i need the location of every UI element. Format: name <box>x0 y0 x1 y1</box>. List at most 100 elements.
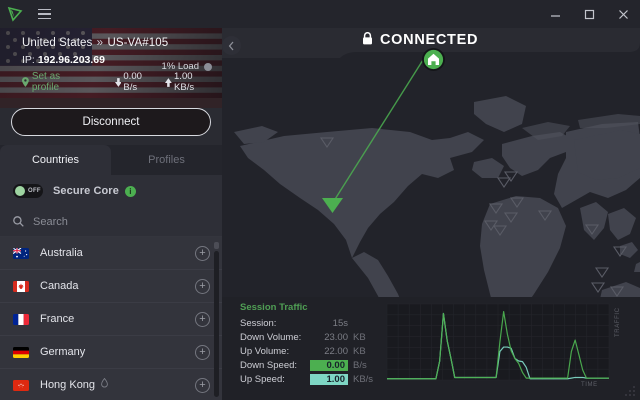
download-speed: 0.00 B/s <box>114 71 158 93</box>
traffic-row-unit: KB <box>353 331 366 343</box>
maximize-button[interactable] <box>572 0 606 28</box>
traffic-row-label: Up Speed: <box>240 373 285 385</box>
world-map-panel[interactable]: CONNECTED <box>222 28 640 400</box>
speed-indicators: 0.00 B/s 1.00 KB/s <box>114 71 214 93</box>
flag-hk <box>13 379 29 391</box>
add-to-profile-button[interactable]: + <box>195 311 210 327</box>
list-item[interactable]: France + <box>0 303 222 336</box>
chevron-left-icon <box>228 41 234 50</box>
flag-ca <box>13 280 29 292</box>
arrow-up-icon <box>165 77 173 87</box>
upload-speed-value: 1.00 KB/s <box>174 71 195 93</box>
ip-value: 192.96.203.69 <box>37 54 105 66</box>
list-item[interactable]: Germany + <box>0 336 222 369</box>
list-item[interactable]: Hong Kong + <box>0 369 222 400</box>
download-speed-value: 0.00 B/s <box>123 71 142 93</box>
list-item[interactable]: Canada + <box>0 270 222 303</box>
traffic-row: Up Speed: 1.00 KB/s <box>240 372 375 386</box>
server-load-indicator: 1% Load <box>161 61 212 72</box>
traffic-row-label: Down Speed: <box>240 359 298 371</box>
traffic-row: Down Speed: 0.00 B/s <box>240 358 375 372</box>
server-title: United States » US-VA#105 <box>22 37 214 49</box>
tab-profiles[interactable]: Profiles <box>148 154 185 166</box>
country-name: France <box>40 313 75 325</box>
add-to-profile-button[interactable]: + <box>195 344 210 360</box>
traffic-panel-title: Session Traffic <box>240 302 308 313</box>
tab-countries[interactable]: Countries <box>0 145 111 175</box>
flag-de <box>13 346 29 358</box>
info-icon[interactable]: i <box>124 185 136 197</box>
search-icon <box>13 216 24 227</box>
secure-core-label: Secure Core <box>53 185 119 197</box>
disconnect-area: Disconnect <box>0 98 222 145</box>
search-input[interactable] <box>33 215 183 228</box>
add-to-profile-button[interactable]: + <box>195 377 210 393</box>
traffic-row-value: 0.00 <box>310 359 348 371</box>
traffic-row: Down Volume: 23.00 KB <box>240 330 375 344</box>
traffic-row-unit: KB/s <box>353 373 374 385</box>
secure-core-toggle[interactable]: OFF <box>13 184 43 198</box>
connection-line <box>331 51 429 205</box>
scrollbar-cap <box>214 242 219 249</box>
traffic-stats-list: Session Traffic Session: 15s Down Volume… <box>240 302 375 386</box>
country-name: Canada <box>40 280 79 292</box>
flag-fr <box>13 313 29 325</box>
country-name: Australia <box>40 247 83 259</box>
traffic-row-value: 22.00 <box>324 345 348 357</box>
server-load-dot <box>204 62 212 71</box>
country-list[interactable]: Australia + Canada + France + <box>0 237 222 400</box>
country-name: Germany <box>40 346 86 358</box>
home-marker-icon[interactable] <box>421 47 446 75</box>
active-server-marker <box>322 198 343 213</box>
sidebar: United States » US-VA#105 IP: 192.96.203… <box>0 28 222 400</box>
map-top-overlay <box>222 28 640 58</box>
session-traffic-panel: Session Traffic Session: 15s Down Volume… <box>222 297 640 400</box>
minimize-button[interactable] <box>538 0 572 28</box>
disconnect-button[interactable]: Disconnect <box>11 108 211 136</box>
lock-icon <box>362 32 373 48</box>
collapse-sidebar-button[interactable] <box>222 36 241 55</box>
close-button[interactable] <box>606 0 640 28</box>
proton-vpn-logo-icon <box>0 0 30 28</box>
location-pin-icon <box>22 77 29 87</box>
toggle-knob <box>15 186 25 196</box>
traffic-row-label: Session: <box>240 317 277 329</box>
list-item[interactable]: Australia + <box>0 237 222 270</box>
chart-x-axis-label: TIME <box>581 382 598 388</box>
ip-label: IP: <box>22 54 35 66</box>
disconnect-area-backdrop <box>0 98 222 108</box>
add-to-profile-button[interactable]: + <box>195 245 210 261</box>
server-load-text: 1% Load <box>161 61 199 72</box>
traffic-row-unit: B/s <box>353 359 367 371</box>
connection-status-badge: CONNECTED <box>362 32 478 48</box>
traffic-row-label: Down Volume: <box>240 331 302 343</box>
server-name: US-VA#105 <box>107 37 169 49</box>
hamburger-menu-icon[interactable] <box>30 0 58 28</box>
traffic-row-label: Up Volume: <box>240 345 290 357</box>
active-server-card: United States » US-VA#105 IP: 192.96.203… <box>0 28 222 98</box>
secure-core-toggle-state: OFF <box>28 188 41 194</box>
title-bar <box>0 0 640 28</box>
traffic-row-value: 23.00 <box>324 331 348 343</box>
tor-icon <box>101 377 108 392</box>
traffic-row: Session: 15s <box>240 316 375 330</box>
card-gradient-overlay <box>0 28 222 98</box>
sidebar-tabs: Countries Profiles <box>0 145 222 175</box>
profile-and-speeds-row: Set as profile 0.00 B/s 1.00 KB/s <box>22 71 214 93</box>
traffic-row: Up Volume: 22.00 KB <box>240 344 375 358</box>
traffic-row-value: 15s <box>332 317 348 329</box>
connection-status-text: CONNECTED <box>380 32 479 48</box>
server-separator: » <box>96 37 104 49</box>
set-as-profile-label: Set as profile <box>31 71 61 93</box>
country-list-scrollbar[interactable] <box>214 251 219 397</box>
add-to-profile-button[interactable]: + <box>195 278 210 294</box>
traffic-chart <box>386 303 610 381</box>
traffic-row-value: 1.00 <box>310 373 348 385</box>
server-country: United States <box>22 37 93 49</box>
arrow-down-icon <box>114 77 122 87</box>
resize-handle[interactable] <box>623 384 637 398</box>
search-row[interactable] <box>0 207 222 237</box>
chart-y-axis-label: TRAFFIC <box>615 307 621 337</box>
set-as-profile-button[interactable]: Set as profile <box>22 71 89 93</box>
